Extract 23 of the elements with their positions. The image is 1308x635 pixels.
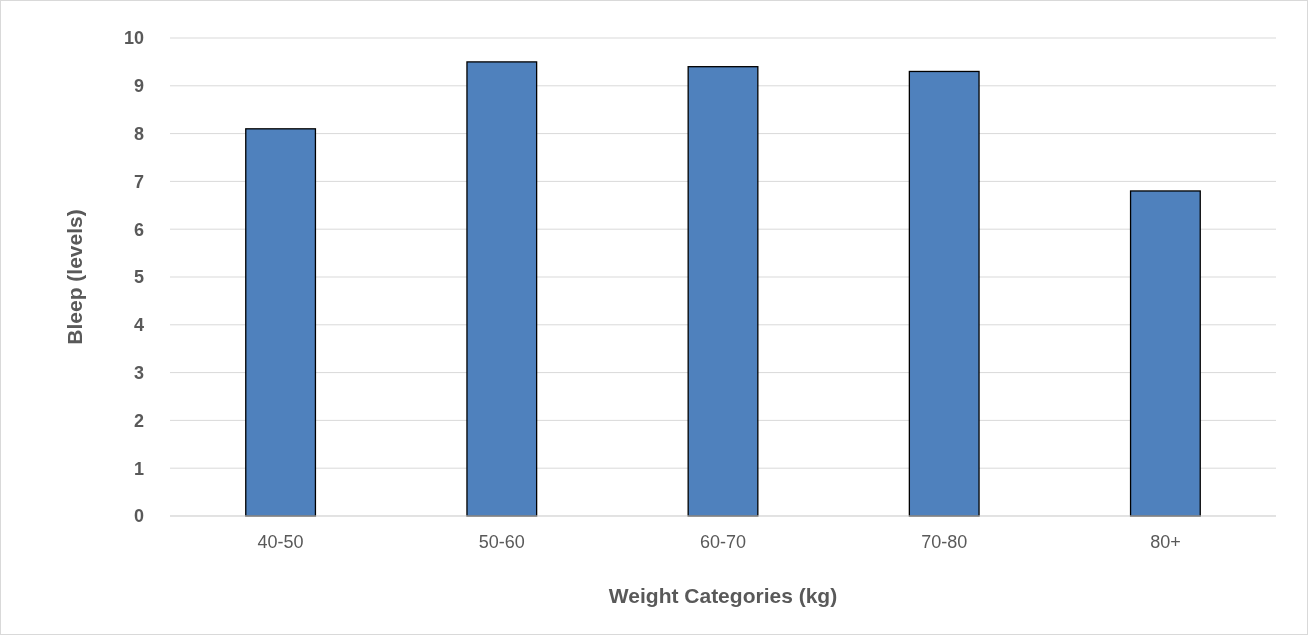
y-axis-title: Bleep (levels) [63, 209, 86, 345]
x-tick-label: 50-60 [478, 532, 525, 552]
bar [245, 128, 317, 517]
y-tick-label: 2 [133, 410, 144, 431]
y-tick-label: 1 [133, 458, 144, 479]
x-tick-label: 60-70 [699, 532, 747, 552]
y-tick-label: 10 [123, 28, 144, 49]
x-tick-label: 40-50 [257, 532, 304, 552]
bar [687, 66, 759, 517]
bar [466, 61, 538, 517]
y-tick-label: 9 [133, 76, 144, 97]
y-tick-label: 5 [133, 267, 144, 288]
x-tick-label: 80+ [1150, 532, 1181, 552]
y-tick-label: 8 [133, 123, 144, 144]
x-axis-title: Weight Categories (kg) [608, 584, 838, 607]
y-tick-label: 3 [133, 362, 144, 383]
bar [908, 70, 980, 517]
y-tick-label: 7 [133, 171, 144, 192]
y-tick-label: 4 [133, 315, 144, 336]
y-tick-label: 6 [133, 219, 144, 240]
x-tick-label: 70-80 [921, 532, 968, 552]
y-tick-label: 0 [133, 506, 144, 527]
bar [1129, 190, 1201, 517]
